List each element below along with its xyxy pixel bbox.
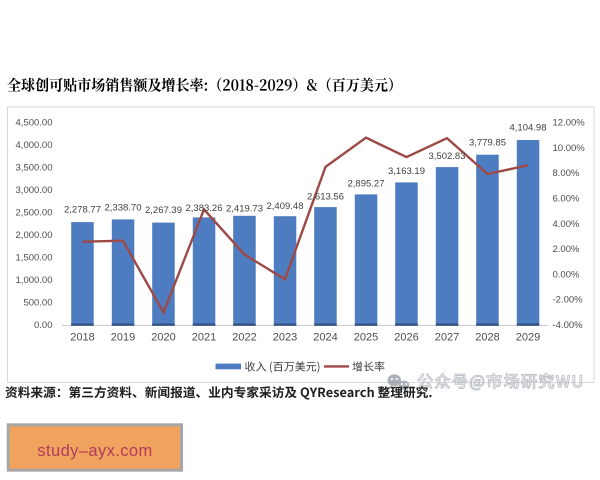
svg-text:2,613.56: 2,613.56 [307,192,344,203]
svg-text:4.00%: 4.00% [553,219,580,230]
svg-text:4,000.00: 4,000.00 [16,140,53,151]
svg-text:2029: 2029 [516,332,540,344]
svg-text:2,895.27: 2,895.27 [348,178,385,189]
svg-text:1,500.00: 1,500.00 [16,253,53,264]
svg-text:10.00%: 10.00% [553,143,586,154]
svg-text:2023: 2023 [273,332,297,344]
svg-text:2019: 2019 [111,332,135,344]
svg-text:2.00%: 2.00% [553,244,580,255]
svg-text:3,000.00: 3,000.00 [16,185,53,196]
svg-text:3,500.00: 3,500.00 [16,163,53,174]
svg-text:12.00%: 12.00% [553,118,586,129]
svg-text:2,500.00: 2,500.00 [16,208,53,219]
svg-text:2021: 2021 [192,332,216,344]
svg-text:2024: 2024 [313,332,337,344]
svg-text:8.00%: 8.00% [553,168,580,179]
svg-text:2,338.70: 2,338.70 [105,202,142,213]
svg-text:3,502.83: 3,502.83 [429,151,466,162]
svg-text:0.00: 0.00 [34,320,53,331]
svg-text:study–ayx.com: study–ayx.com [37,442,152,460]
svg-text:-4.00%: -4.00% [553,320,584,331]
svg-text:0.00%: 0.00% [553,269,580,280]
svg-text:4,500.00: 4,500.00 [16,118,53,129]
svg-text:1,000.00: 1,000.00 [16,275,53,286]
svg-text:2027: 2027 [435,332,459,344]
svg-text:2,267.39: 2,267.39 [145,205,182,216]
svg-text:2018: 2018 [70,332,94,344]
svg-text:-2.00%: -2.00% [553,295,584,306]
svg-text:500.00: 500.00 [23,297,52,308]
svg-text:3,779.85: 3,779.85 [469,138,506,149]
svg-text:2,278.77: 2,278.77 [64,204,101,215]
svg-text:2,419.73: 2,419.73 [226,203,263,214]
svg-text:2026: 2026 [394,332,418,344]
svg-text:2,000.00: 2,000.00 [16,230,53,241]
svg-text:2,409.48: 2,409.48 [267,201,304,212]
svg-text:2025: 2025 [354,332,378,344]
svg-text:4,104.98: 4,104.98 [510,123,547,134]
svg-text:2028: 2028 [475,332,499,344]
svg-text:6.00%: 6.00% [553,194,580,205]
svg-text:2,383.26: 2,383.26 [186,203,223,214]
svg-text:2020: 2020 [151,332,175,344]
svg-text:3,163.19: 3,163.19 [388,166,425,177]
svg-text:2022: 2022 [232,332,256,344]
